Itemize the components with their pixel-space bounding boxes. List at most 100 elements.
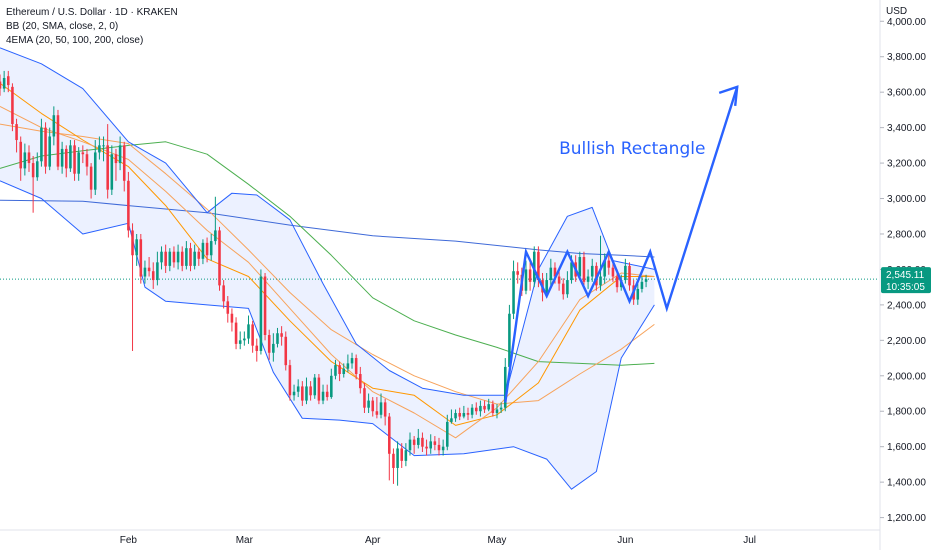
candle-body xyxy=(586,276,590,282)
candle-body xyxy=(284,336,288,366)
candle-body xyxy=(255,345,259,351)
candle-body xyxy=(495,409,499,414)
candle-body xyxy=(280,333,283,337)
candle-body xyxy=(445,421,449,447)
candle-body xyxy=(624,265,627,281)
candle-body xyxy=(466,413,470,415)
candle-body xyxy=(151,271,155,281)
candle-body xyxy=(474,407,478,412)
candle-body xyxy=(243,338,246,341)
chart-legend: Ethereum / U.S. Dollar · 1D · KRAKEN BB … xyxy=(6,6,178,48)
candle-body xyxy=(317,377,321,401)
candle-body xyxy=(122,145,126,181)
ema50-line xyxy=(0,123,655,405)
candle-body xyxy=(396,448,399,468)
candle-body xyxy=(429,441,433,449)
candle-body xyxy=(164,251,167,266)
symbol-title[interactable]: Ethereum / U.S. Dollar · 1D · KRAKEN xyxy=(6,7,178,18)
candle-body xyxy=(408,439,412,451)
candle-body xyxy=(354,358,358,375)
candle-body xyxy=(363,388,366,408)
candle-body xyxy=(234,322,238,344)
candle-body xyxy=(433,441,437,445)
candle-body xyxy=(346,363,350,369)
time-tick-label: Jun xyxy=(617,535,633,546)
candle-body xyxy=(44,127,47,167)
candle-body xyxy=(81,152,85,155)
candle-body xyxy=(77,152,80,174)
candle-body xyxy=(143,267,147,277)
candle-body xyxy=(288,365,292,396)
candle-body xyxy=(156,262,159,281)
candle-body xyxy=(437,444,441,451)
last-price-badge[interactable] xyxy=(881,267,931,294)
candle-body xyxy=(503,366,507,408)
candle-body xyxy=(367,400,370,408)
candle-body xyxy=(209,241,213,256)
candle-body xyxy=(222,285,225,302)
candle-body xyxy=(185,248,188,266)
price-axis[interactable]: 4,000.00 3,800.00 3,600.00 3,400.00 3,200.00… xyxy=(879,0,931,550)
candle-body xyxy=(321,391,325,401)
price-tick-label: 3,400.00 xyxy=(887,123,926,134)
candle-body xyxy=(603,260,606,277)
candle-body xyxy=(557,276,561,284)
candle-body xyxy=(590,265,594,277)
candle-body xyxy=(73,145,76,174)
time-axis[interactable]: Feb Mar Apr May Jun Jul xyxy=(0,529,880,546)
candle-body xyxy=(0,81,2,89)
candle-body xyxy=(462,413,466,417)
rectangle-zigzag[interactable] xyxy=(504,86,739,403)
candle-body xyxy=(607,260,611,268)
candle-body xyxy=(110,154,114,190)
candle-body xyxy=(214,230,217,242)
bb-lower-line xyxy=(0,180,655,490)
candle-body xyxy=(247,324,250,339)
candle-body xyxy=(537,251,540,281)
candle-body xyxy=(454,413,457,419)
candle-body xyxy=(470,407,474,415)
candles xyxy=(0,70,648,486)
candle-body xyxy=(392,453,395,468)
candle-body xyxy=(2,77,6,89)
candle-body xyxy=(499,407,503,410)
candle-body xyxy=(296,386,300,392)
candle-body xyxy=(553,267,557,277)
candle-body xyxy=(350,358,354,364)
time-tick-label: Feb xyxy=(120,535,138,546)
bar-countdown: 10:35:05 xyxy=(886,282,925,293)
candle-body xyxy=(325,391,329,398)
candle-body xyxy=(561,283,565,295)
candle-body xyxy=(301,386,304,401)
arrow-head[interactable] xyxy=(718,85,739,106)
candle-body xyxy=(292,391,296,396)
candle-body xyxy=(388,416,391,454)
candle-body xyxy=(615,276,619,288)
time-tick-label: Mar xyxy=(236,535,254,546)
ema-indicator-label[interactable]: 4EMA (20, 50, 100, 200, close) xyxy=(6,35,144,46)
candle-body xyxy=(48,136,51,167)
price-tick-label: 2,800.00 xyxy=(887,229,926,240)
candle-body xyxy=(131,230,134,256)
bb-indicator-label[interactable]: BB (20, SMA, close, 2, 0) xyxy=(6,21,119,32)
time-tick-label: May xyxy=(488,535,507,546)
candle-body xyxy=(412,439,416,445)
candle-body xyxy=(147,267,151,272)
pattern-drawing[interactable] xyxy=(504,85,739,403)
time-tick-label: Apr xyxy=(365,535,381,546)
candle-body xyxy=(400,448,404,461)
candle-body xyxy=(230,313,234,323)
candle-body xyxy=(404,450,408,461)
candle-body xyxy=(31,163,35,178)
currency-label[interactable]: USD xyxy=(886,6,908,17)
candle-body xyxy=(487,404,490,410)
candle-body xyxy=(379,402,383,415)
candle-body xyxy=(375,411,379,415)
candle-body xyxy=(305,386,308,401)
candle-body xyxy=(238,340,242,344)
candle-body xyxy=(56,115,60,167)
price-tick-label: 2,000.00 xyxy=(887,371,926,382)
candle-body xyxy=(27,152,31,164)
